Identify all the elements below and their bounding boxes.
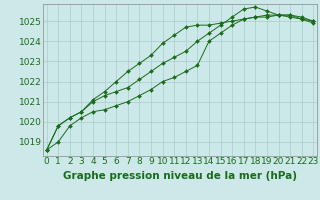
X-axis label: Graphe pression niveau de la mer (hPa): Graphe pression niveau de la mer (hPa) (63, 171, 297, 181)
